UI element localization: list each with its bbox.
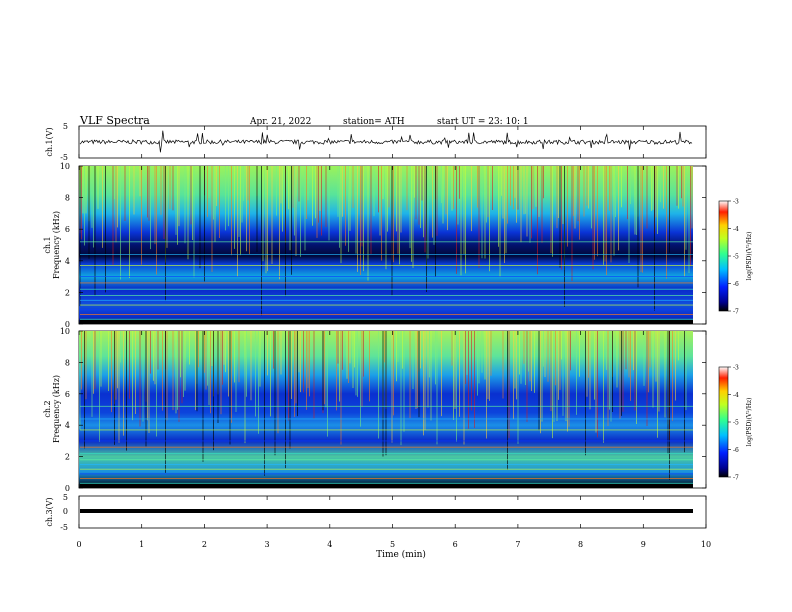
ch1-spec-ylabel-ch: ch.1 xyxy=(43,236,52,253)
time-tick-label: 3 xyxy=(265,540,270,549)
freq-tick-label: 4 xyxy=(65,421,70,430)
ch1-spectrogram-yticks: 0 2 4 6 8 10 xyxy=(60,162,706,329)
freq-tick-label: 2 xyxy=(65,453,70,462)
ch1-spectrogram-panel: 0 2 4 6 8 10 ch.1 Frequency (kHz) xyxy=(43,162,707,329)
ch1-waveform-marks xyxy=(79,130,693,153)
time-tick-label: 0 xyxy=(76,540,81,549)
time-axis-label: Time (min) xyxy=(376,549,426,560)
freq-tick-label: 6 xyxy=(65,225,70,234)
colorbar-tick-label: -7 xyxy=(733,475,739,482)
ch2-colorbar-ticks: -3 -4 -5 -6 -7 xyxy=(728,365,739,482)
colorbar-tick-label: -4 xyxy=(733,392,739,399)
ch3-ytick-minus5: -5 xyxy=(60,523,68,532)
time-axis-ticks: 0 1 2 3 4 5 6 7 8 9 10 xyxy=(76,126,711,549)
ch1-colorbar: -3 -4 -5 -6 -7 log(PSD)(V²/Hz) xyxy=(718,199,753,316)
ch1-waveform-panel: 5 -5 ch.1(V) xyxy=(45,122,707,162)
time-tick-label: 1 xyxy=(139,540,144,549)
colorbar-tick-label: -7 xyxy=(733,309,739,316)
ch3-waveform-panel: 5 0 -5 ch.3(V) xyxy=(45,493,707,532)
colorbar-tick-label: -5 xyxy=(733,254,739,261)
time-tick-label: 6 xyxy=(453,540,458,549)
time-tick-label: 9 xyxy=(641,540,646,549)
colorbar-tick-label: -6 xyxy=(733,281,739,288)
colorbar-tick-label: -6 xyxy=(733,447,739,454)
ch3-ytick-5: 5 xyxy=(63,493,68,502)
ch1-colorbar-label: log(PSD)(V²/Hz) xyxy=(746,232,753,281)
ch3-ylabel: ch.3(V) xyxy=(45,497,54,526)
colorbar-tick-label: -5 xyxy=(733,420,739,427)
freq-tick-label: 2 xyxy=(65,288,70,297)
time-tick-label: 8 xyxy=(578,540,583,549)
freq-tick-label: 6 xyxy=(65,390,70,399)
freq-tick-label: 10 xyxy=(60,162,70,171)
time-tick-label: 2 xyxy=(202,540,207,549)
ch3-ytick-0: 0 xyxy=(63,507,68,516)
ch2-spec-ylabel-freq: Frequency (kHz) xyxy=(52,375,61,443)
start-ut-label: start UT = 23: 10: 1 xyxy=(437,117,529,127)
ch2-spectrogram-marks xyxy=(79,331,693,488)
spectrogram-base xyxy=(80,320,693,324)
freq-tick-label: 8 xyxy=(65,194,70,203)
freq-tick-label: 10 xyxy=(60,327,70,336)
ch3-waveform-line xyxy=(80,509,693,513)
date-label: Apr. 21, 2022 xyxy=(249,117,311,127)
ch2-spectrogram-yticks: 0 2 4 6 8 10 xyxy=(60,327,706,493)
time-tick-label: 7 xyxy=(515,540,520,549)
colorbar-tick-label: -3 xyxy=(733,199,739,206)
ch2-colorbar-label: log(PSD)(V²/Hz) xyxy=(746,398,753,447)
ch1-ylabel: ch.1(V) xyxy=(45,127,54,156)
ch1-colorbar-ticks: -3 -4 -5 -6 -7 xyxy=(728,199,739,316)
ch1-spec-ylabel-freq: Frequency (kHz) xyxy=(52,211,61,279)
ch2-colorbar: -3 -4 -5 -6 -7 log(PSD)(V²/Hz) xyxy=(718,365,753,482)
station-label: station= ATH xyxy=(343,117,405,127)
ch2-spectrogram-panel: 0 2 4 6 8 10 ch.2 Frequency (kHz) xyxy=(43,327,707,493)
ch1-ytick-minus5: -5 xyxy=(60,153,68,162)
ch1-waveform-line xyxy=(79,130,693,153)
time-tick-label: 4 xyxy=(327,540,332,549)
freq-tick-label: 4 xyxy=(65,257,70,266)
freq-tick-label: 0 xyxy=(65,484,70,493)
freq-tick-label: 0 xyxy=(65,320,70,329)
time-tick-label: 10 xyxy=(701,540,711,549)
ch1-ytick-5: 5 xyxy=(63,122,68,131)
spectrogram-base xyxy=(80,484,693,488)
figure-title: VLF Spectra xyxy=(79,114,150,127)
ch2-spec-ylabel-ch: ch.2 xyxy=(43,400,52,417)
colorbar-tick-label: -4 xyxy=(733,226,739,233)
time-tick-label: 5 xyxy=(390,540,395,549)
colorbar-tick-label: -3 xyxy=(733,365,739,372)
freq-tick-label: 8 xyxy=(65,358,70,367)
ch1-spectrogram-marks xyxy=(79,166,693,324)
